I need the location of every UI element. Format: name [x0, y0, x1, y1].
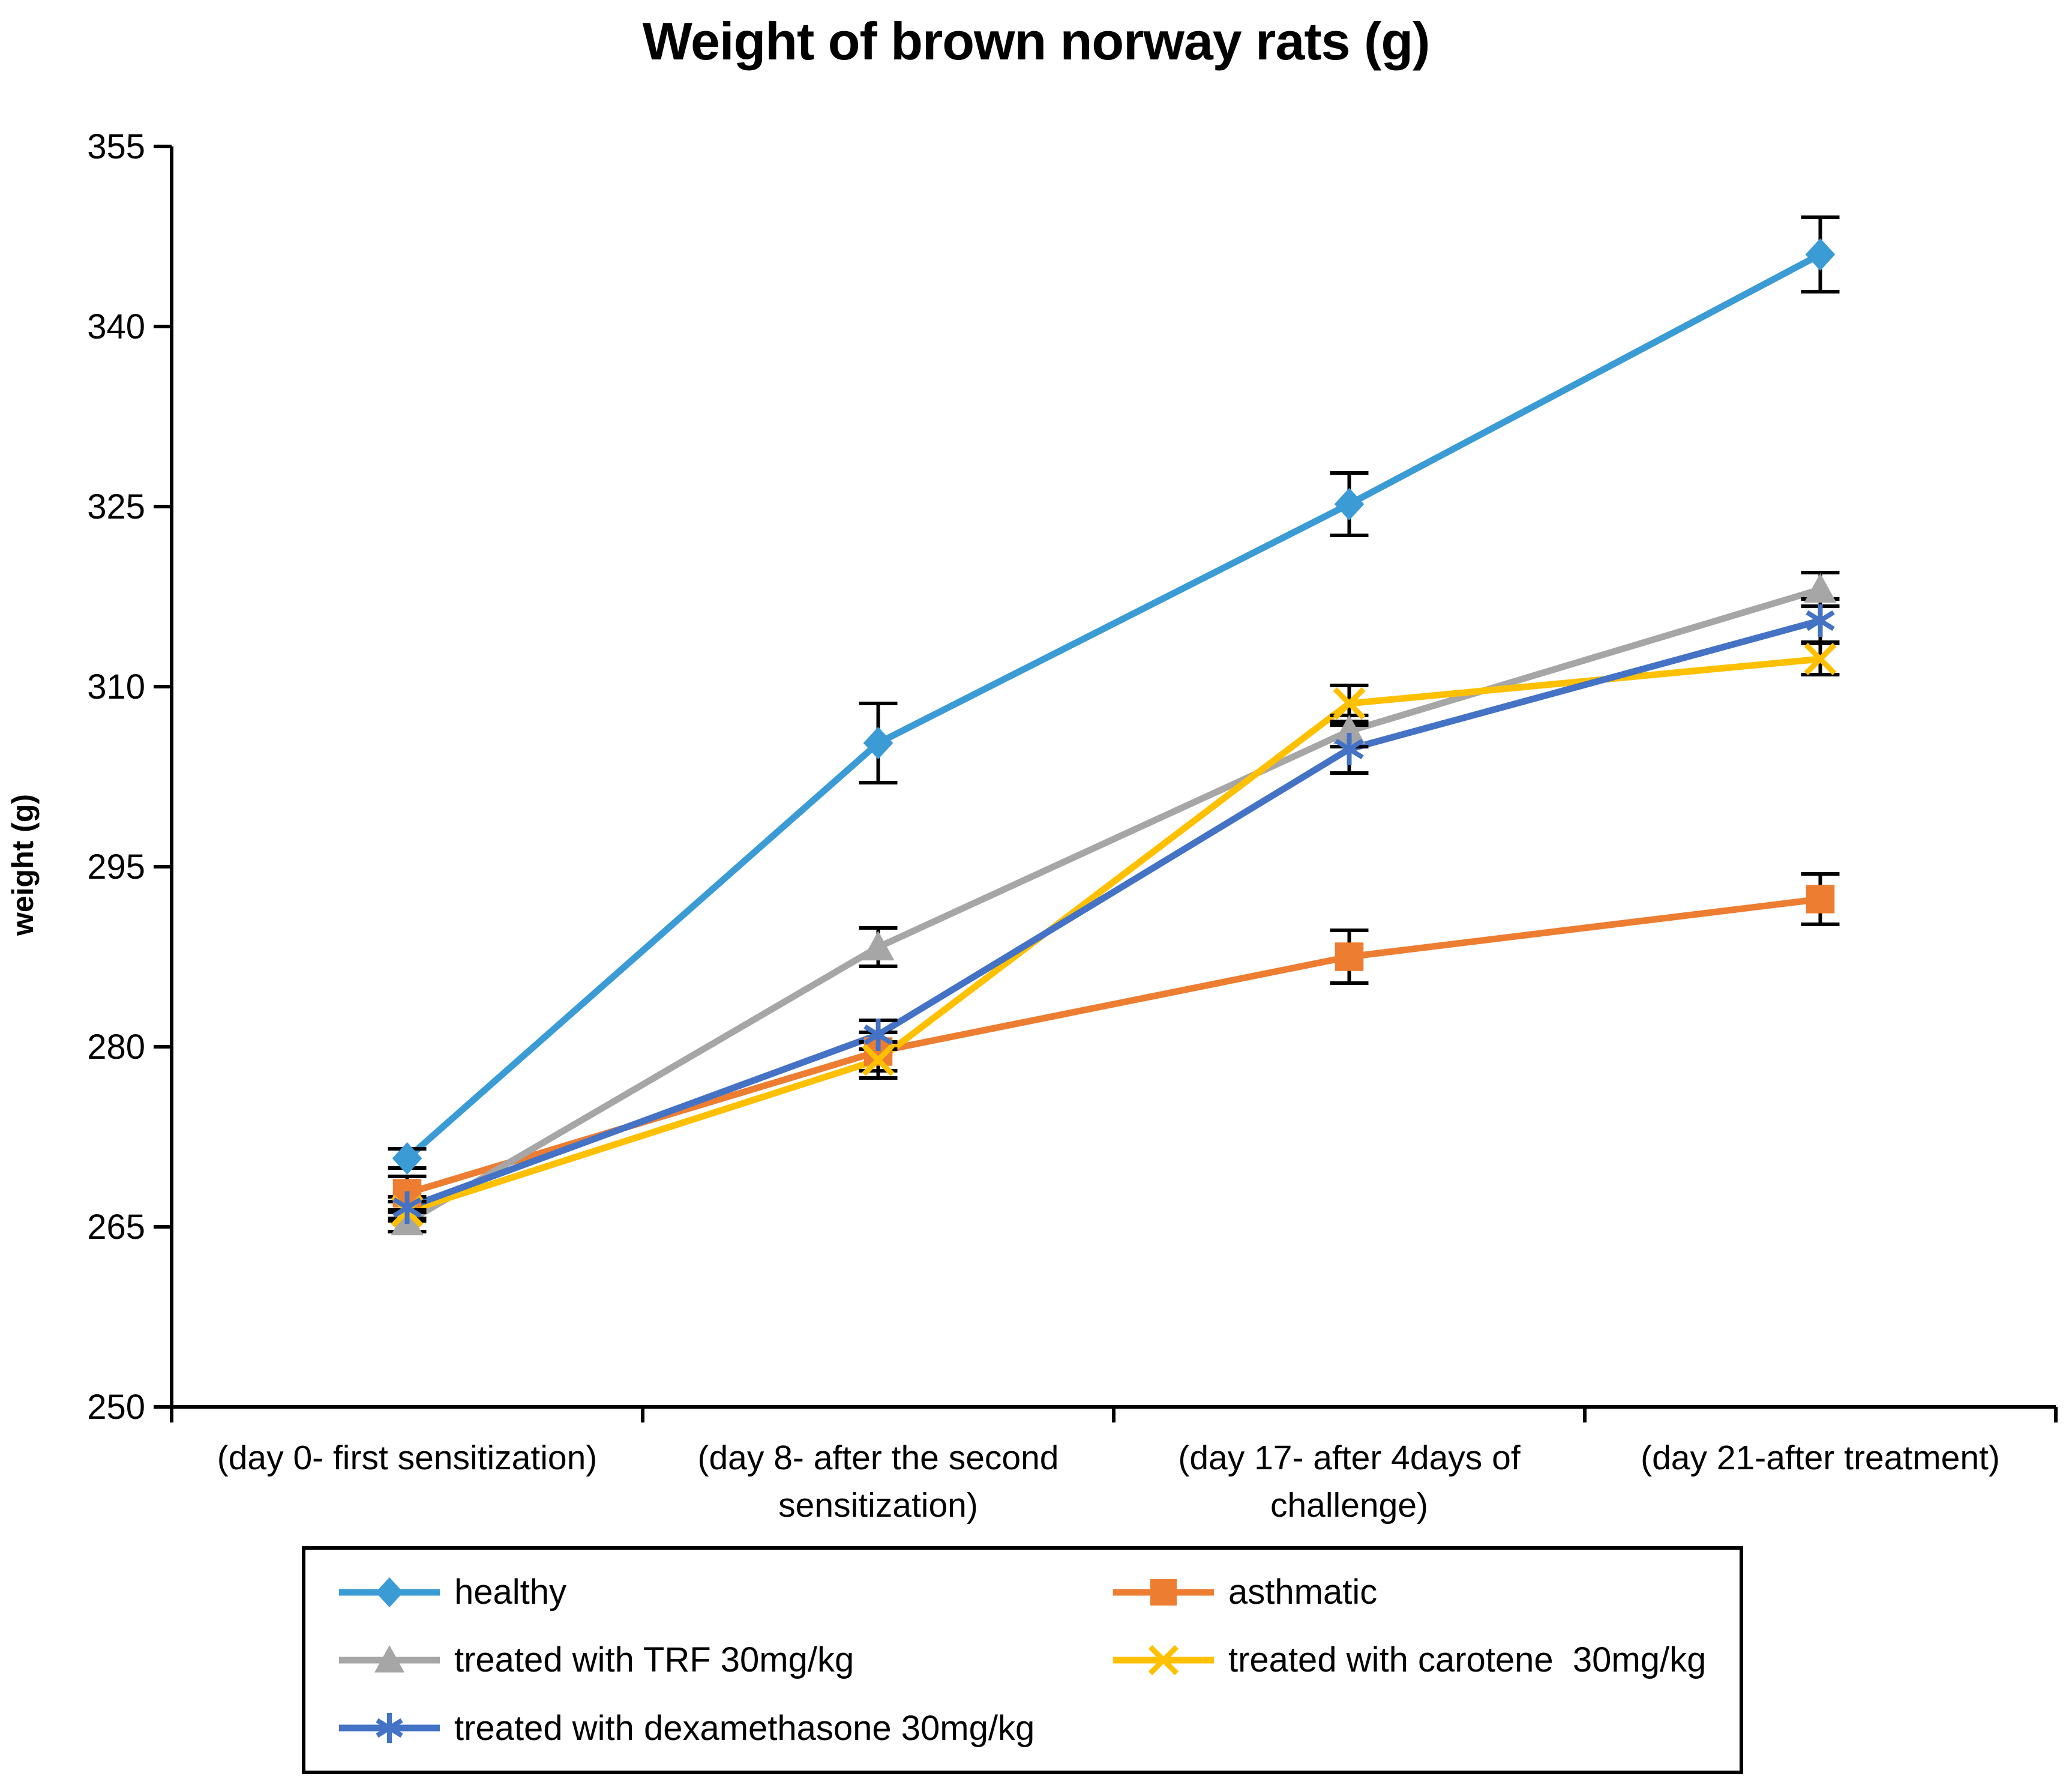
- x-axis-category-label: (day 21-after treatment): [1641, 1439, 2000, 1477]
- asterisk-marker: [1335, 733, 1364, 765]
- asterisk-marker: [376, 1713, 403, 1744]
- axes: [154, 145, 2058, 1422]
- series-line-treated-with-TRF-30mg/kg: [404, 586, 1824, 1226]
- legend-key-icon: [339, 1645, 440, 1673]
- series-line-asthmatic: [404, 896, 1824, 1197]
- y-tick-label: 250: [87, 1388, 145, 1427]
- legend-label: treated with TRF 30mg/kg: [454, 1640, 854, 1680]
- asterisk-marker: [863, 1019, 893, 1051]
- y-tick-label: 325: [87, 487, 145, 526]
- square-marker: [1806, 885, 1835, 914]
- y-tick-label: 310: [87, 667, 145, 706]
- legend-key-icon: [339, 1577, 440, 1607]
- series-markers-treated-with-carotene-30mg/kg: [391, 643, 1837, 1227]
- legend-item-treated-with-carotene-30mg/kg: treated with carotene 30mg/kg: [1111, 1630, 1734, 1690]
- series-line-healthy: [404, 251, 1824, 1162]
- diamond-marker: [392, 1142, 422, 1175]
- asterisk-marker: [1806, 604, 1835, 637]
- diamond-marker: [376, 1577, 403, 1607]
- chart-title: Weight of brown norway rats (g): [642, 11, 1431, 71]
- x-axis-category-label: (day 17- after 4days of challenge): [1178, 1439, 1521, 1525]
- legend-key-icon: [339, 1713, 440, 1744]
- error-bars-treated-with-dexamethasone-30mg/kg: [388, 597, 1840, 1220]
- triangle-marker: [1804, 573, 1837, 603]
- legend-item-treated-with-dexamethasone-30mg/kg: treated with dexamethasone 30mg/kg: [337, 1698, 1111, 1758]
- series-line-treated-with-carotene-30mg/kg: [404, 655, 1824, 1215]
- legend-item-asthmatic: asthmatic: [1111, 1562, 1734, 1622]
- series-markers-treated-with-dexamethasone-30mg/kg: [392, 604, 1835, 1224]
- series-markers-asthmatic: [392, 885, 1835, 1208]
- legend-label: treated with carotene 30mg/kg: [1228, 1640, 1707, 1680]
- legend-box: healthy asthmatic treated with TRF 30mg/kg…: [302, 1546, 1743, 1774]
- triangle-marker: [862, 931, 895, 961]
- asterisk-marker: [392, 1191, 422, 1224]
- y-tick-label: 280: [87, 1028, 145, 1067]
- series-markers-healthy: [392, 238, 1836, 1175]
- legend-item-treated-with-TRF-30mg/kg: treated with TRF 30mg/kg: [337, 1630, 1111, 1690]
- x-marker: [862, 1044, 895, 1076]
- x-marker: [1148, 1645, 1179, 1676]
- legend-label: treated with dexamethasone 30mg/kg: [454, 1708, 1035, 1748]
- triangle-marker: [1333, 715, 1366, 745]
- y-tick-label: 295: [87, 847, 145, 886]
- triangle-marker: [374, 1645, 404, 1673]
- y-tick-label: 265: [87, 1208, 145, 1247]
- square-marker: [1150, 1579, 1177, 1606]
- y-tick-label: 340: [87, 307, 145, 346]
- legend-item-healthy: healthy: [337, 1562, 1111, 1622]
- legend-label: asthmatic: [1228, 1573, 1378, 1612]
- diamond-marker: [1334, 488, 1365, 520]
- legend-label: healthy: [454, 1573, 567, 1612]
- x-marker: [1333, 687, 1366, 720]
- y-axis-tick-labels: 250 265 280 295 310 325 340 355: [87, 127, 145, 1427]
- legend-key-icon: [1113, 1645, 1214, 1676]
- x-axis-category-label: (day 0- first sensitization): [217, 1439, 598, 1477]
- series-line-treated-with-dexamethasone-30mg/kg: [404, 617, 1824, 1211]
- square-marker: [1335, 942, 1364, 971]
- x-axis-category-label: (day 8- after the second sensitization): [697, 1439, 1059, 1525]
- diamond-marker: [1805, 238, 1836, 271]
- legend-key-icon: [1113, 1579, 1214, 1606]
- y-tick-label: 355: [87, 127, 145, 166]
- diamond-marker: [863, 727, 893, 759]
- x-marker: [1804, 643, 1837, 675]
